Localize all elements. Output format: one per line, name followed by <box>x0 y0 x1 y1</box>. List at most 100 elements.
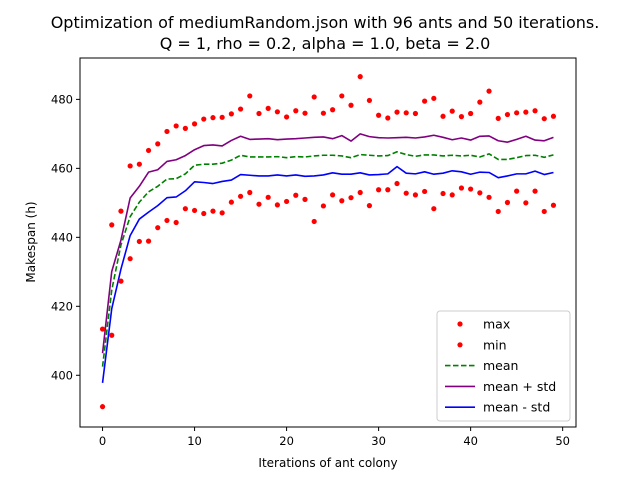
min-point <box>173 219 179 226</box>
max-point <box>118 208 124 214</box>
y-tick-label: 400 <box>51 368 73 382</box>
legend-item-max: max <box>457 317 510 332</box>
min-point <box>99 404 106 410</box>
min-point <box>495 208 501 215</box>
legend: max min mean mean + std mean - std <box>436 310 571 422</box>
max-point <box>173 123 179 129</box>
max-point <box>311 94 317 100</box>
min-point <box>514 188 520 194</box>
series-max <box>99 74 557 332</box>
legend-label: mean + std <box>483 379 556 394</box>
max-point <box>109 222 115 228</box>
min-point <box>440 190 446 197</box>
min-point <box>136 238 142 245</box>
max-point <box>458 114 465 120</box>
y-tick-label: 460 <box>51 161 73 175</box>
min-point <box>283 198 290 205</box>
mean-line <box>101 151 554 367</box>
max-point <box>155 141 161 147</box>
min-point <box>468 186 474 192</box>
max-point <box>228 111 234 117</box>
x-tick-label: 30 <box>371 434 386 448</box>
min-point <box>228 199 234 205</box>
min-point <box>237 193 244 199</box>
max-point <box>237 106 244 112</box>
min-point <box>523 200 529 206</box>
min-point <box>348 195 354 201</box>
min-point <box>422 188 428 195</box>
max-point <box>431 95 437 101</box>
y-axis-label: Makespan (h) <box>24 201 38 282</box>
max-point <box>449 108 455 114</box>
min-point <box>109 332 115 338</box>
min-point <box>357 189 363 196</box>
min-point <box>449 192 455 198</box>
max-point <box>504 111 511 118</box>
max-point <box>376 112 382 118</box>
max-point <box>256 110 262 117</box>
series-min <box>99 180 557 410</box>
max-point <box>182 125 188 131</box>
plot-area <box>79 57 577 428</box>
max-point <box>523 109 529 115</box>
min-point <box>201 210 207 217</box>
x-tick-label: 40 <box>463 434 478 448</box>
max-point <box>477 99 483 105</box>
min-point <box>330 192 336 198</box>
x-tick-label: 20 <box>279 434 294 448</box>
max-point <box>136 161 142 167</box>
min-point <box>320 203 326 209</box>
series-mean-plus-std <box>101 133 554 354</box>
x-tick-label: 50 <box>555 434 570 448</box>
min-point <box>541 208 547 215</box>
min-point <box>155 225 161 231</box>
min-point <box>394 180 400 187</box>
x-tick-label: 0 <box>99 434 106 448</box>
min-point <box>339 198 345 204</box>
y-tick-label: 420 <box>51 299 73 313</box>
legend-marker <box>457 342 463 348</box>
legend-box <box>436 310 571 422</box>
max-point <box>283 114 290 120</box>
min-point <box>385 187 391 193</box>
min-point <box>366 203 373 209</box>
max-point <box>394 109 400 115</box>
series-mean <box>101 151 554 367</box>
max-point <box>486 88 492 94</box>
mean-minus-std-line <box>101 165 554 383</box>
min-point <box>265 194 271 200</box>
max-point <box>348 102 354 108</box>
chart-title: Optimization of mediumRandom.json with 9… <box>51 13 600 32</box>
min-point <box>210 208 216 214</box>
min-point <box>145 238 152 244</box>
x-axis-ticks: 0 10 20 30 40 50 <box>99 427 570 448</box>
min-point <box>486 194 492 200</box>
mean-plus-std-line <box>101 133 554 354</box>
max-point <box>366 97 373 104</box>
chart-subtitle: Q = 1, rho = 0.2, alpha = 1.0, beta = 2.… <box>160 34 491 53</box>
min-point <box>219 210 225 216</box>
max-point <box>191 121 198 127</box>
max-point <box>247 93 253 99</box>
max-point <box>293 108 299 114</box>
max-point <box>440 113 446 119</box>
max-point <box>339 93 345 99</box>
x-axis-label: Iterations of ant colony <box>258 456 397 470</box>
min-point <box>550 202 557 208</box>
max-point <box>210 115 216 121</box>
min-point <box>477 190 483 196</box>
x-tick-label: 10 <box>187 434 202 448</box>
max-point <box>145 147 152 154</box>
y-tick-label: 480 <box>51 92 73 106</box>
max-point <box>201 116 207 122</box>
max-point <box>385 115 391 121</box>
max-point <box>127 163 133 169</box>
legend-item-min: min <box>457 337 507 352</box>
legend-label: min <box>483 337 507 352</box>
max-point <box>302 110 308 116</box>
min-point <box>376 187 382 193</box>
min-point <box>191 207 198 214</box>
legend-item-mean-plus-std: mean + std <box>445 379 556 394</box>
max-point <box>265 105 271 111</box>
